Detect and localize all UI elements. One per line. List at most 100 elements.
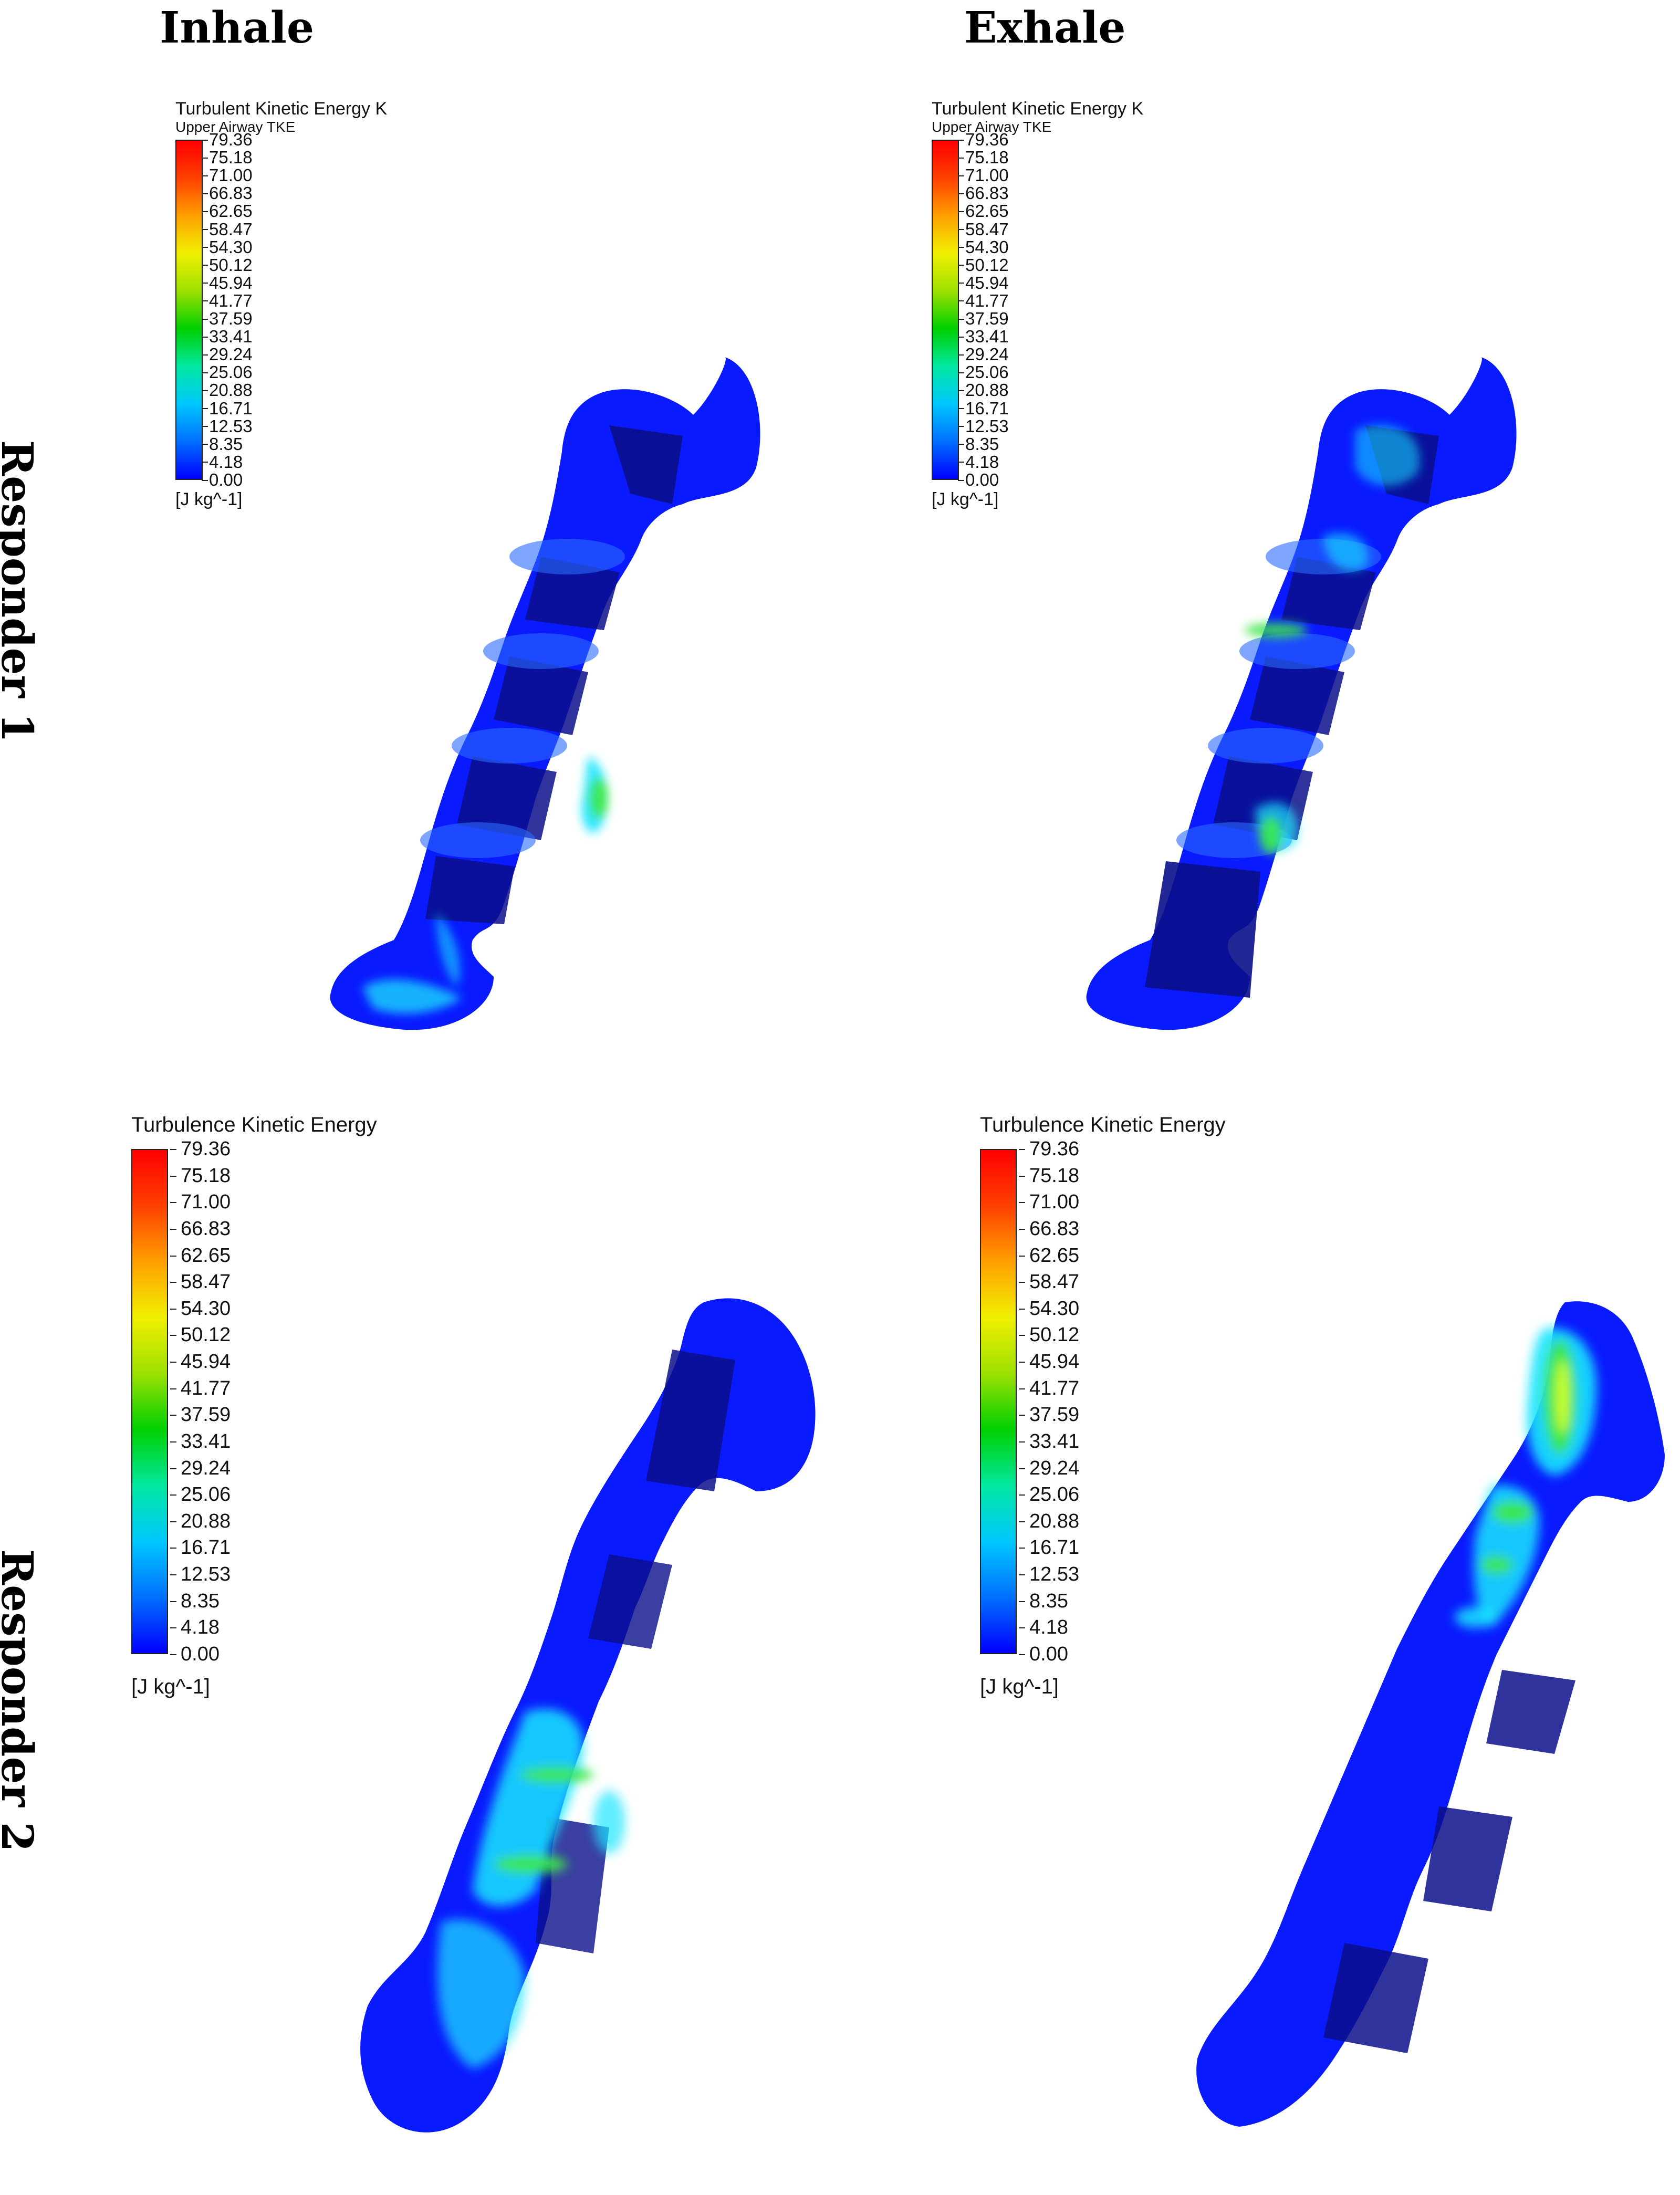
colorbar-tick-label: 62.65	[202, 201, 253, 221]
colorbar-tick-label: 54.30	[1018, 1297, 1080, 1320]
legend-subtitle: Upper Airway TKE	[175, 119, 296, 135]
colorbar-tick-label: 79.36	[202, 130, 253, 149]
colorbar-tick-label: 33.41	[1018, 1430, 1080, 1452]
colorbar-tick-label: 58.47	[1018, 1271, 1080, 1293]
tke-hotspot	[436, 914, 461, 987]
airway-shadow	[494, 656, 588, 735]
colorbar-tick-label: 75.18	[958, 148, 1009, 168]
colorbar-tick-label: 45.94	[170, 1351, 231, 1373]
colorbar-tick-label: 12.53	[170, 1563, 231, 1586]
colorbar-tick-label: 33.41	[958, 327, 1009, 347]
row-header-responder-1: Responder 1	[0, 440, 42, 743]
airway-model-r1-exhale	[1086, 357, 1517, 1030]
tke-hotspot	[1455, 1607, 1497, 1628]
colorbar-tick-label: 33.41	[170, 1430, 231, 1452]
colorbar-tick-label: 16.71	[170, 1537, 231, 1559]
colorbar-tick-label: 71.00	[202, 165, 253, 185]
airway-model-r2-inhale	[360, 1298, 816, 2133]
colorbar-tick-label: 0.00	[1019, 1643, 1068, 1665]
colorbar-legend-r1-exhale: Turbulent Kinetic Energy K Upper Airway …	[932, 99, 1226, 519]
colorbar-tick-label: 37.59	[202, 309, 253, 329]
colorbar-tick-label: 50.12	[958, 255, 1009, 275]
airway-shadow	[457, 756, 557, 840]
tke-hotspot	[437, 1919, 525, 2069]
tke-hotspot	[593, 1791, 625, 1854]
legend-title: Turbulent Kinetic Energy K	[932, 99, 1144, 119]
colorbar	[131, 1149, 168, 1654]
airway-shadow	[1281, 557, 1376, 630]
tke-hotspot	[1323, 532, 1369, 571]
legend-unit: [J kg^-1]	[980, 1675, 1059, 1698]
colorbar-tick-label: 75.18	[202, 148, 253, 168]
colorbar-tick-label: 50.12	[170, 1324, 231, 1346]
tke-hotspot	[589, 777, 608, 819]
colorbar-tick-label: 25.06	[958, 362, 1009, 382]
colorbar-tick-label: 37.59	[958, 309, 1009, 329]
colorbar-tick-label: 79.36	[170, 1138, 231, 1160]
colorbar-tick-label: 29.24	[202, 344, 253, 364]
colorbar-tick-label: 75.18	[1018, 1164, 1080, 1187]
airway-shadow	[536, 1817, 609, 1953]
row-header-responder-2: Responder 2	[0, 1549, 42, 1852]
column-header-exhale: Exhale	[964, 3, 1126, 53]
colorbar-tick-label: 12.53	[1018, 1563, 1080, 1586]
colorbar-tick-label: 8.35	[201, 434, 243, 454]
colorbar-tick-label: 8.35	[170, 1590, 220, 1612]
legend-subtitle: Upper Airway TKE	[932, 119, 1052, 135]
airway-shadow	[588, 1554, 672, 1649]
colorbar-tick-label: 66.83	[202, 183, 253, 203]
colorbar-tick-label: 4.18	[957, 452, 999, 472]
airway-ring	[1208, 728, 1323, 764]
airway-ring	[420, 822, 536, 858]
colorbar-tick-label: 41.77	[202, 290, 253, 310]
airway-shadow	[1423, 1806, 1512, 1911]
colorbar	[932, 140, 959, 480]
tke-hotspot	[1245, 623, 1308, 637]
legend-title: Turbulence Kinetic Energy	[131, 1113, 377, 1136]
colorbar-tick-label: 58.47	[170, 1271, 231, 1293]
colorbar-tick-label: 4.18	[1019, 1616, 1068, 1639]
colorbar-tick-label: 20.88	[1018, 1510, 1080, 1532]
tke-hotspot	[520, 1767, 593, 1783]
colorbar-tick-label: 54.30	[170, 1297, 231, 1320]
colorbar-tick-label: 41.77	[170, 1377, 231, 1399]
colorbar-tick-label: 37.59	[170, 1404, 231, 1426]
colorbar-tick-label: 45.94	[1018, 1351, 1080, 1373]
colorbar-tick-label: 71.00	[170, 1191, 231, 1214]
colorbar-tick-label: 66.83	[170, 1217, 231, 1240]
airway-shadow	[1250, 656, 1344, 735]
colorbar-tick-label: 45.94	[202, 273, 253, 292]
colorbar-tick-label: 66.83	[958, 183, 1009, 203]
colorbar-tick-label: 25.06	[202, 362, 253, 382]
airway-ring	[452, 728, 567, 764]
colorbar-tick-label: 66.83	[1018, 1217, 1080, 1240]
airway-ring	[509, 539, 625, 574]
colorbar-tick-label: 41.77	[958, 290, 1009, 310]
colorbar-tick-label: 0.00	[201, 470, 243, 489]
airway-model-r2-exhale	[1196, 1301, 1665, 2127]
colorbar-tick-label: 41.77	[1018, 1377, 1080, 1399]
colorbar-tick-label: 58.47	[202, 219, 253, 239]
colorbar-tick-label: 0.00	[170, 1643, 220, 1665]
tke-hotspot	[1556, 1360, 1569, 1434]
legend-unit: [J kg^-1]	[175, 489, 243, 509]
colorbar-tick-label: 25.06	[170, 1483, 231, 1506]
colorbar-tick-label: 4.18	[201, 452, 243, 472]
colorbar-tick-label: 20.88	[170, 1510, 231, 1532]
airway-surface	[1196, 1301, 1665, 2127]
colorbar-tick-label: 29.24	[170, 1457, 231, 1479]
colorbar	[175, 140, 203, 480]
colorbar-tick-label: 79.36	[1018, 1138, 1080, 1160]
colorbar-tick-label: 8.35	[957, 434, 999, 454]
colorbar-tick-label: 0.00	[957, 470, 999, 489]
airway-model-r1-inhale	[330, 357, 760, 1030]
airway-shadow	[425, 856, 515, 924]
colorbar-tick-label: 54.30	[958, 237, 1009, 257]
colorbar-tick-label: 79.36	[958, 130, 1009, 149]
airway-shadow	[1323, 1943, 1428, 2053]
colorbar-tick-label: 20.88	[958, 380, 1009, 400]
colorbar-tick-label: 25.06	[1018, 1483, 1080, 1506]
airway-shadow	[1145, 861, 1260, 998]
airway-shadow	[1486, 1670, 1575, 1754]
